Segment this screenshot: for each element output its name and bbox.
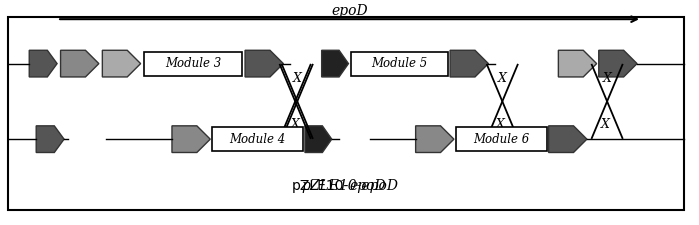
Text: X: X <box>496 118 505 131</box>
Text: X: X <box>600 118 610 131</box>
Polygon shape <box>29 50 57 77</box>
Polygon shape <box>549 126 587 153</box>
Polygon shape <box>172 126 210 153</box>
Polygon shape <box>322 50 349 77</box>
FancyBboxPatch shape <box>350 52 448 76</box>
FancyBboxPatch shape <box>212 127 303 151</box>
Text: X: X <box>291 118 300 131</box>
Polygon shape <box>61 50 99 77</box>
Text: Module 4: Module 4 <box>229 133 286 146</box>
Text: pZLE10-: pZLE10- <box>292 179 350 193</box>
Polygon shape <box>245 50 283 77</box>
Polygon shape <box>305 126 332 153</box>
Polygon shape <box>450 50 489 77</box>
Polygon shape <box>416 126 454 153</box>
FancyBboxPatch shape <box>456 127 547 151</box>
Polygon shape <box>36 126 64 153</box>
Polygon shape <box>559 50 597 77</box>
Text: epoD: epoD <box>350 179 386 193</box>
Polygon shape <box>102 50 140 77</box>
FancyBboxPatch shape <box>8 17 684 210</box>
Text: Module 5: Module 5 <box>371 57 427 70</box>
Text: Module 3: Module 3 <box>165 57 221 70</box>
FancyBboxPatch shape <box>144 52 242 76</box>
Polygon shape <box>599 50 637 77</box>
Text: X: X <box>498 72 507 85</box>
Text: epoD: epoD <box>331 4 368 18</box>
Text: pZLE10-epoD: pZLE10-epoD <box>301 179 398 193</box>
Text: X: X <box>293 72 302 85</box>
Text: X: X <box>603 72 612 85</box>
Text: Module 6: Module 6 <box>473 133 529 146</box>
